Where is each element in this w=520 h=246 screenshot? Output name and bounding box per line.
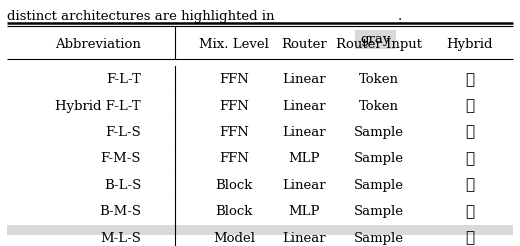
Text: Token: Token xyxy=(359,73,399,86)
Text: ✓: ✓ xyxy=(465,99,474,113)
Text: Sample: Sample xyxy=(354,179,404,192)
Text: F-L-S: F-L-S xyxy=(105,126,141,139)
Text: Sample: Sample xyxy=(354,126,404,139)
Text: Linear: Linear xyxy=(282,232,326,245)
Text: MLP: MLP xyxy=(288,205,320,218)
Text: Linear: Linear xyxy=(282,100,326,113)
Text: ✗: ✗ xyxy=(465,73,474,87)
Text: F-L-T: F-L-T xyxy=(106,73,141,86)
Text: Sample: Sample xyxy=(354,232,404,245)
Text: Linear: Linear xyxy=(282,179,326,192)
Text: FFN: FFN xyxy=(219,153,249,166)
Text: Hybrid F-L-T: Hybrid F-L-T xyxy=(56,100,141,113)
Text: Router Input: Router Input xyxy=(336,38,422,51)
Text: ✗: ✗ xyxy=(465,231,474,245)
Text: Linear: Linear xyxy=(282,73,326,86)
Text: gray: gray xyxy=(360,33,391,46)
Text: B-L-S: B-L-S xyxy=(104,179,141,192)
Text: FFN: FFN xyxy=(219,73,249,86)
Text: MLP: MLP xyxy=(288,153,320,166)
Text: FFN: FFN xyxy=(219,126,249,139)
Text: Token: Token xyxy=(359,100,399,113)
Text: Block: Block xyxy=(215,179,253,192)
Text: ✗: ✗ xyxy=(465,125,474,139)
Text: Sample: Sample xyxy=(354,153,404,166)
Text: Mix. Level: Mix. Level xyxy=(199,38,269,51)
Text: F-M-S: F-M-S xyxy=(100,153,141,166)
Text: Abbreviation: Abbreviation xyxy=(55,38,141,51)
Text: Hybrid: Hybrid xyxy=(446,38,493,51)
Text: Model: Model xyxy=(213,232,255,245)
Text: Block: Block xyxy=(215,205,253,218)
Text: B-M-S: B-M-S xyxy=(99,205,141,218)
Text: Linear: Linear xyxy=(282,126,326,139)
FancyBboxPatch shape xyxy=(355,30,396,49)
Text: distinct architectures are highlighted in: distinct architectures are highlighted i… xyxy=(7,10,274,23)
Text: Router: Router xyxy=(281,38,327,51)
Text: FFN: FFN xyxy=(219,100,249,113)
Text: Sample: Sample xyxy=(354,205,404,218)
Text: ✗: ✗ xyxy=(465,152,474,166)
Text: ✗: ✗ xyxy=(465,178,474,192)
Bar xyxy=(7,225,513,246)
Text: .: . xyxy=(398,10,402,23)
Text: ✗: ✗ xyxy=(465,205,474,219)
Text: M-L-S: M-L-S xyxy=(100,232,141,245)
